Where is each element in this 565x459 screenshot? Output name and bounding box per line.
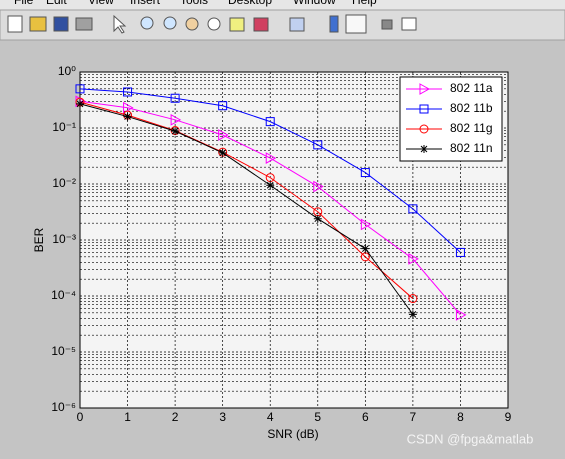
icon-rotate[interactable] <box>207 17 221 31</box>
menu-item[interactable]: Edit <box>46 0 67 7</box>
series-line <box>79 101 414 299</box>
y-tick-label: 10⁻⁶ <box>51 400 76 414</box>
marker <box>170 113 182 126</box>
icon-print[interactable] <box>75 17 93 31</box>
x-tick-label: 9 <box>505 410 512 424</box>
x-tick-label: 6 <box>362 410 369 424</box>
marker <box>360 218 372 231</box>
marker <box>76 99 84 108</box>
icon-datacursor[interactable] <box>229 17 245 32</box>
marker <box>218 129 229 141</box>
toolbar <box>0 9 565 41</box>
x-tick-label: 8 <box>457 410 464 424</box>
legend-label: 802 11g <box>450 121 493 135</box>
icon-brush[interactable] <box>253 17 269 32</box>
legend-box <box>399 76 503 162</box>
menu-bar <box>0 0 565 10</box>
marker <box>170 93 180 103</box>
icon-link[interactable] <box>289 17 305 32</box>
marker <box>313 214 322 223</box>
y-tick-label: 10⁻³ <box>52 232 76 246</box>
marker <box>123 101 134 114</box>
legend-label: 802 11n <box>450 141 493 155</box>
icon-show-tools[interactable] <box>401 17 417 31</box>
x-tick-label: 5 <box>314 410 321 424</box>
marker <box>171 127 180 136</box>
x-tick-label: 1 <box>124 410 131 424</box>
icon-legend[interactable] <box>345 14 367 34</box>
series-line <box>79 103 414 315</box>
marker <box>361 244 370 253</box>
menu-item[interactable]: Tools <box>180 0 208 7</box>
menu-item[interactable]: Window <box>293 0 336 7</box>
menu-item[interactable]: Desktop <box>228 0 272 7</box>
marker <box>408 310 417 319</box>
icon-new[interactable] <box>7 15 23 33</box>
series-line <box>79 100 461 316</box>
marker <box>313 140 323 150</box>
marker <box>266 181 275 190</box>
watermark: CSDN @fpga&matlab <box>407 431 534 446</box>
marker <box>218 101 228 111</box>
x-tick-label: 2 <box>172 410 179 424</box>
y-tick-label: 10⁻¹ <box>52 120 76 134</box>
icon-save[interactable] <box>53 16 69 32</box>
x-axis-label: SNR (dB) <box>267 427 318 441</box>
marker <box>313 180 324 193</box>
x-tick-label: 0 <box>77 410 84 424</box>
marker <box>408 253 419 265</box>
marker <box>360 252 370 262</box>
legend-label: 802 11a <box>450 81 493 95</box>
legend-marker <box>419 83 431 95</box>
icon-pointer[interactable] <box>113 14 127 34</box>
legend-marker <box>420 145 428 153</box>
series-line <box>79 88 461 253</box>
toolbar-icons <box>7 14 417 34</box>
icon-colorbar[interactable] <box>329 15 339 33</box>
marker <box>265 152 277 164</box>
icon-zoom-in[interactable] <box>140 16 154 30</box>
marker <box>265 117 275 127</box>
icon-zoom-out[interactable] <box>163 16 177 30</box>
marker <box>360 168 370 178</box>
marker <box>75 84 85 94</box>
y-tick-label: 10⁰ <box>58 64 76 78</box>
icon-pan[interactable] <box>185 17 199 31</box>
marker <box>408 204 418 214</box>
marker <box>455 247 465 257</box>
legend-marker <box>419 124 429 134</box>
marker <box>455 309 467 321</box>
marker <box>408 294 418 304</box>
menu-item[interactable]: View <box>88 0 114 7</box>
icon-open[interactable] <box>29 16 47 32</box>
x-tick-label: 3 <box>219 410 226 424</box>
y-tick-label: 10⁻² <box>52 176 76 190</box>
axes-border <box>79 71 509 409</box>
menu-item[interactable]: File <box>14 0 34 7</box>
marker <box>218 148 227 157</box>
menu-item[interactable]: Help <box>352 0 377 7</box>
y-tick-label: 10⁻⁵ <box>51 344 76 358</box>
x-tick-label: 7 <box>410 410 417 424</box>
x-tick-label: 4 <box>267 410 274 424</box>
legend-marker <box>419 104 429 114</box>
menu-item[interactable]: Insert <box>130 0 161 7</box>
y-axis-label: BER <box>32 227 46 252</box>
marker <box>123 112 132 121</box>
y-tick-label: 10⁻⁴ <box>51 288 76 302</box>
icon-hide-tools[interactable] <box>381 19 393 30</box>
marker <box>123 87 133 97</box>
legend-label: 802 11b <box>450 101 493 115</box>
